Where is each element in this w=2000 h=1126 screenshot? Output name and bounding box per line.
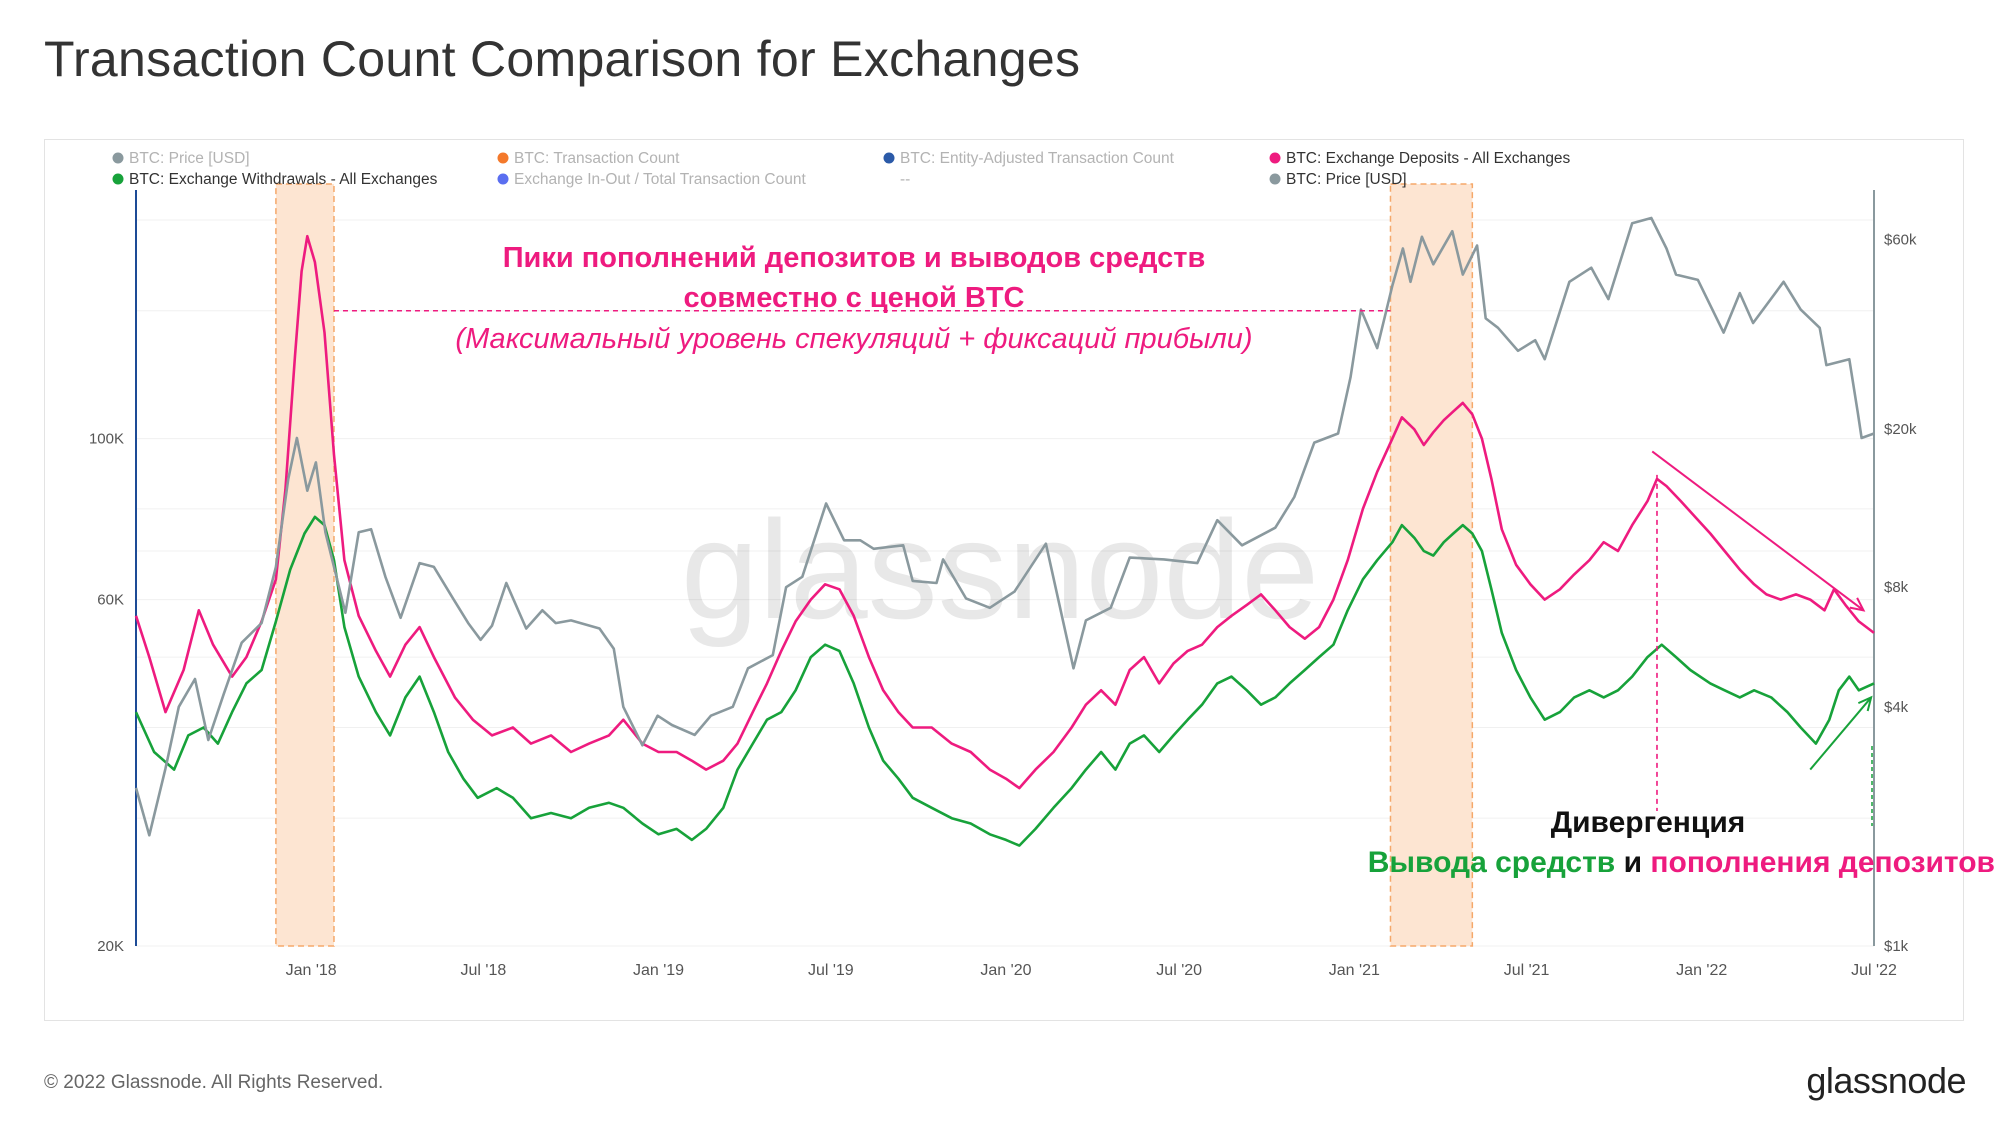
glassnode-logo: glassnode	[1806, 1060, 1966, 1101]
legend-swatch-icon	[112, 152, 124, 164]
watermark: glassnode	[681, 491, 1319, 648]
divergence-pink-text: пополнения депозитов	[1650, 846, 1995, 879]
right-y-tick-label: $8k	[1884, 579, 1909, 596]
legend-swatch-icon	[883, 152, 895, 164]
left-y-tick-label: 60K	[97, 592, 124, 609]
deposits-trend-arrowhead	[1849, 597, 1866, 612]
x-tick-label: Jan '18	[286, 962, 337, 979]
legend-item[interactable]: BTC: Exchange Deposits - All Exchanges	[1269, 150, 1571, 167]
legend-label: Exchange In-Out / Total Transaction Coun…	[514, 171, 806, 188]
legend-item[interactable]: BTC: Exchange Withdrawals - All Exchange…	[112, 171, 438, 188]
annotation-peaks-line1: Пики пополнений депозитов и выводов сред…	[503, 242, 1206, 274]
highlight-band-1	[275, 183, 335, 947]
legend-swatch-icon	[1269, 173, 1281, 185]
legend-swatch-icon	[497, 173, 509, 185]
x-tick-label: Jan '20	[980, 962, 1031, 979]
x-tick-label: Jan '22	[1676, 962, 1727, 979]
x-tick-label: Jul '19	[808, 962, 854, 979]
legend-item[interactable]: BTC: Entity-Adjusted Transaction Count	[883, 150, 1175, 167]
left-y-tick-label: 100K	[89, 431, 124, 448]
withdrawals-trend-arrow	[1809, 696, 1872, 771]
x-tick-label: Jan '19	[633, 962, 684, 979]
annotation-divergence-title: Дивергенция	[1551, 806, 1746, 839]
x-tick-label: Jul '20	[1156, 962, 1202, 979]
legend-item[interactable]: BTC: Price [USD]	[112, 150, 250, 167]
divergence-green-text: Вывода средств	[1368, 846, 1616, 879]
legend: BTC: Price [USD] BTC: Transaction Count BT…	[112, 150, 1571, 188]
legend-label: BTC: Transaction Count	[514, 150, 680, 167]
legend-label: BTC: Exchange Deposits - All Exchanges	[1286, 150, 1571, 167]
page-title: Transaction Count Comparison for Exchang…	[44, 31, 1081, 87]
right-y-tick-label: $4k	[1884, 699, 1909, 716]
legend-label: BTC: Entity-Adjusted Transaction Count	[900, 150, 1175, 167]
x-tick-label: Jul '18	[461, 962, 507, 979]
x-tick-label: Jul '21	[1504, 962, 1550, 979]
x-tick-label: Jan '21	[1329, 962, 1380, 979]
chart-panel	[44, 139, 1964, 1021]
right-y-tick-label: $1k	[1884, 938, 1909, 955]
annotation-peaks-line2: совместно с ценой BTC	[684, 282, 1025, 314]
right-y-tick-label: $60k	[1884, 232, 1917, 249]
left-axis-ticks: 20K 60K 100K	[89, 431, 124, 955]
price-line	[134, 216, 1875, 837]
left-y-tick-label: 20K	[97, 938, 124, 955]
series-lines	[134, 216, 1875, 847]
highlight-regions	[275, 183, 1474, 947]
withdrawals-line	[134, 515, 1875, 847]
annotation-peaks-line3: (Максимальный уровень спекуляций + фикса…	[455, 323, 1252, 355]
legend-item[interactable]: Exchange In-Out / Total Transaction Coun…	[497, 171, 807, 188]
copyright-text: © 2022 Glassnode. All Rights Reserved.	[44, 1072, 384, 1093]
divergence-and-text: и	[1615, 846, 1650, 879]
legend-label: BTC: Exchange Withdrawals - All Exchange…	[129, 171, 438, 188]
annotation-lines	[333, 309, 1873, 826]
legend-item[interactable]: BTC: Price [USD]	[1269, 171, 1407, 188]
annotation-divergence-subtitle: Вывода средств и пополнения депозитов	[1368, 846, 1995, 879]
legend-item[interactable]: --	[900, 171, 910, 188]
withdrawals-trend-arrowhead	[1857, 695, 1873, 712]
legend-item[interactable]: BTC: Transaction Count	[497, 150, 681, 167]
legend-swatch-icon	[497, 152, 509, 164]
legend-label: BTC: Price [USD]	[129, 150, 250, 167]
legend-swatch-icon	[1269, 152, 1281, 164]
x-axis-ticks: Jan '18 Jul '18 Jan '19 Jul '19 Jan '20 Jul '…	[286, 962, 1897, 979]
highlight-band-2	[1389, 183, 1474, 947]
legend-swatch-icon	[112, 173, 124, 185]
right-y-tick-label: $20k	[1884, 421, 1917, 438]
x-tick-label: Jul '22	[1851, 962, 1897, 979]
deposits-line	[134, 234, 1875, 790]
legend-label: --	[900, 171, 910, 188]
legend-label: BTC: Price [USD]	[1286, 171, 1407, 188]
deposits-trend-arrow	[1651, 450, 1865, 612]
right-axis-ticks: $1k $4k $8k $20k $60k	[1884, 232, 1917, 955]
